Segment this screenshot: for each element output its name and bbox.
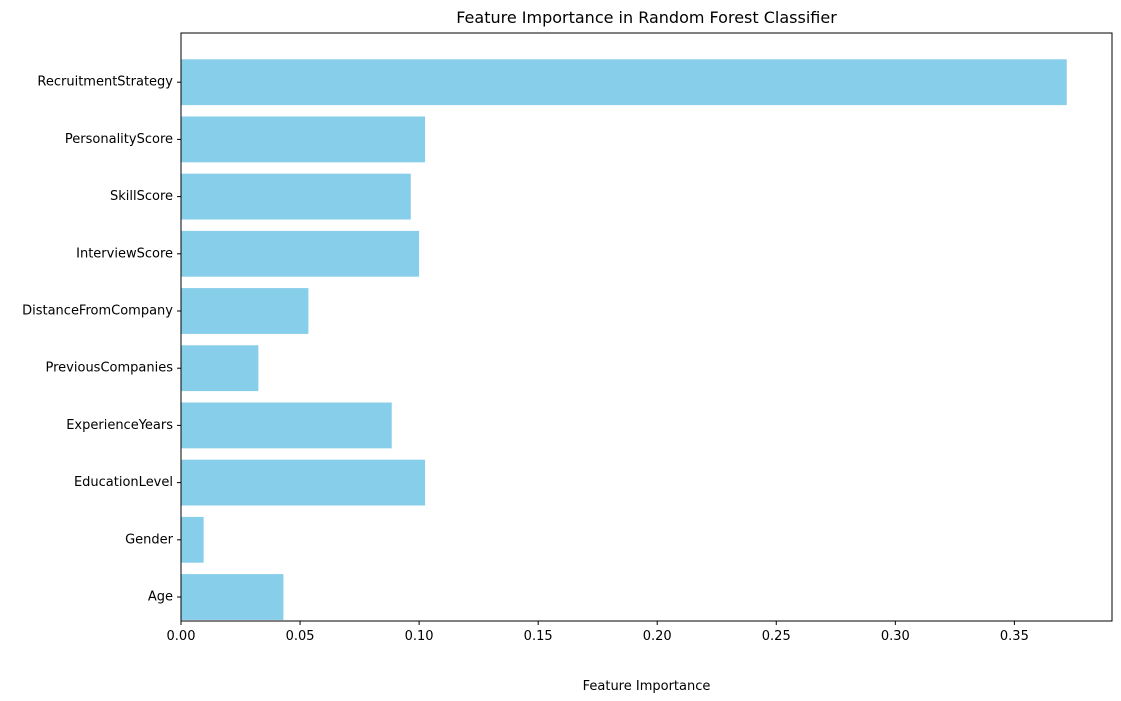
x-tick-label: 0.00 (167, 629, 196, 644)
bar-ExperienceYears (181, 402, 392, 449)
x-axis-label: Feature Importance (583, 679, 711, 694)
y-axis: Age Gender EducationLevel ExperienceYears Pr… (22, 75, 181, 605)
x-tick-label: 0.30 (881, 629, 910, 644)
chart-title: Feature Importance in Random Forest Clas… (456, 8, 837, 27)
y-tick-label: Age (148, 590, 173, 605)
bar-PreviousCompanies (181, 345, 259, 392)
plot-frame (180, 32, 1113, 622)
bars-layer (181, 59, 1067, 620)
x-tick-label: 0.20 (643, 629, 672, 644)
bar-DistanceFromCompany (181, 288, 309, 334)
y-tick-label: PersonalityScore (65, 132, 173, 147)
bar-RecruitmentStrategy (181, 59, 1067, 106)
x-tick-label: 0.35 (1000, 629, 1029, 644)
bar-SkillScore (181, 173, 411, 220)
y-tick-label: ExperienceYears (66, 418, 173, 433)
y-tick-label: EducationLevel (74, 475, 173, 490)
bar-Age (181, 574, 284, 620)
bar-InterviewScore (181, 230, 420, 277)
bar-PersonalityScore (181, 116, 426, 163)
x-tick-label: 0.15 (524, 629, 553, 644)
x-tick-label: 0.10 (405, 629, 434, 644)
x-tick-label: 0.05 (286, 629, 315, 644)
y-tick-label: SkillScore (110, 189, 173, 204)
bar-EducationLevel (181, 459, 426, 506)
y-tick-label: PreviousCompanies (46, 361, 174, 376)
x-axis: 0.00 0.05 0.10 0.15 0.20 0.25 0.30 0.35 (167, 621, 1029, 644)
x-tick-label: 0.25 (762, 629, 791, 644)
y-tick-label: DistanceFromCompany (22, 304, 173, 319)
y-tick-label: Gender (125, 532, 174, 547)
y-tick-label: InterviewScore (76, 246, 173, 261)
y-tick-label: RecruitmentStrategy (37, 75, 173, 90)
bar-Gender (181, 516, 204, 563)
